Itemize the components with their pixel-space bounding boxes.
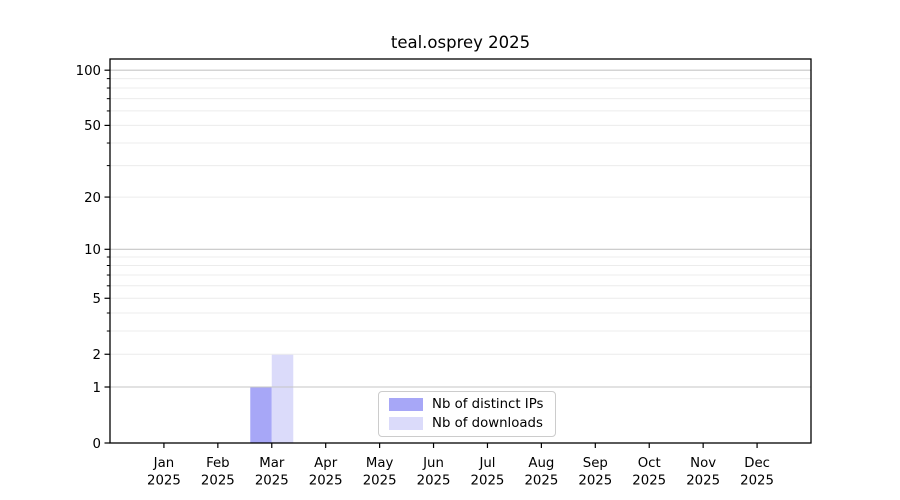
x-tick-label-year: 2025 xyxy=(740,474,774,489)
x-tick-label-month: Jun xyxy=(422,456,444,471)
x-tick-label-month: Aug xyxy=(528,456,554,471)
x-tick-label-year: 2025 xyxy=(524,474,558,489)
x-tick-label-year: 2025 xyxy=(201,474,235,489)
x-tick-label-year: 2025 xyxy=(417,474,451,489)
x-tick-label-month: Mar xyxy=(259,456,285,471)
y-tick-label: 5 xyxy=(93,292,101,307)
legend-item: Nb of downloads xyxy=(379,416,555,431)
x-tick-label-month: Dec xyxy=(744,456,770,471)
y-tick-label: 100 xyxy=(76,64,101,79)
x-tick-label-month: Sep xyxy=(583,456,608,471)
x-tick-label-year: 2025 xyxy=(632,474,666,489)
legend-swatch-distinct-ips-icon xyxy=(389,398,423,411)
legend-label-distinct-ips: Nb of distinct IPs xyxy=(432,397,544,412)
x-tick-label-year: 2025 xyxy=(255,474,289,489)
x-tick-label-month: May xyxy=(366,456,394,471)
x-tick-label-month: Nov xyxy=(690,456,716,471)
plot-border xyxy=(109,58,812,444)
x-tick-label-month: Feb xyxy=(206,456,230,471)
x-tick-label-month: Apr xyxy=(314,456,338,471)
chart-title: teal.osprey 2025 xyxy=(390,33,531,52)
bar-nb-of-downloads-mar xyxy=(271,354,294,443)
x-tick-label-month: Jan xyxy=(153,456,175,471)
legend-swatch-downloads-icon xyxy=(389,417,423,430)
y-tick-label: 2 xyxy=(93,348,101,363)
x-tick-label-year: 2025 xyxy=(686,474,720,489)
x-tick-label-year: 2025 xyxy=(309,474,343,489)
y-tick-label: 20 xyxy=(84,191,101,206)
x-tick-label-year: 2025 xyxy=(147,474,181,489)
legend-label-downloads: Nb of downloads xyxy=(432,416,543,431)
x-tick-label-year: 2025 xyxy=(471,474,505,489)
x-tick-label-year: 2025 xyxy=(363,474,397,489)
bar-nb-of-distinct-ips-mar xyxy=(250,387,272,443)
legend: Nb of distinct IPs Nb of downloads xyxy=(378,391,556,437)
y-tick-label: 1 xyxy=(93,381,101,396)
x-tick-label-month: Oct xyxy=(638,456,661,471)
y-tick-label: 10 xyxy=(84,243,101,258)
y-tick-label: 0 xyxy=(93,437,101,452)
y-tick-label: 50 xyxy=(84,119,101,134)
legend-item: Nb of distinct IPs xyxy=(379,397,555,412)
x-tick-label-year: 2025 xyxy=(578,474,612,489)
x-tick-label-month: Jul xyxy=(478,456,495,471)
